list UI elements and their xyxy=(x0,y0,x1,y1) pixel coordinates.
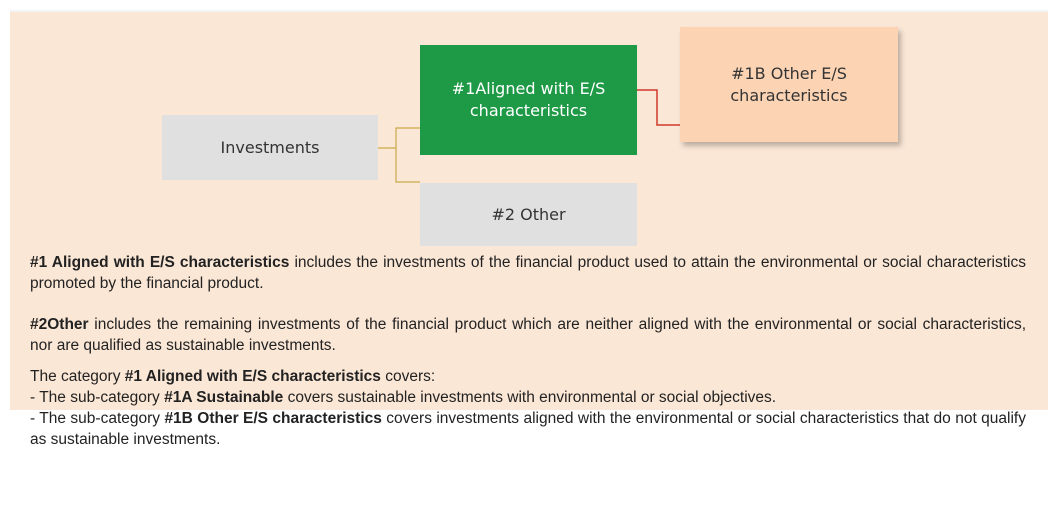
text: includes the remaining investments of th… xyxy=(30,316,1026,354)
node-other: #2 Other xyxy=(420,183,637,246)
paragraph: - The sub-category #1A Sustainable cover… xyxy=(30,387,1026,408)
text-block: #1 Aligned with E/S characteristics incl… xyxy=(30,252,1026,450)
bold-text: #2Other xyxy=(30,316,89,333)
node-aligned: #1Aligned with E/S characteristics xyxy=(420,45,637,155)
connector xyxy=(395,127,420,183)
bold-text: #1B Other E/S characteristics xyxy=(164,410,382,427)
text: covers: xyxy=(380,368,436,385)
connector xyxy=(637,89,680,126)
text: The category xyxy=(30,368,125,385)
paragraph: - The sub-category #1B Other E/S charact… xyxy=(30,408,1026,450)
paragraph: The category #1 Aligned with E/S charact… xyxy=(30,366,1026,387)
text: - The sub-category xyxy=(30,389,165,406)
paragraph: #2Other includes the remaining investmen… xyxy=(30,314,1026,356)
node-other-es: #1B Other E/S characteristics xyxy=(680,27,898,142)
text: covers sustainable investments with envi… xyxy=(283,389,777,406)
paragraph: #1 Aligned with E/S characteristics incl… xyxy=(30,252,1026,294)
text: includes the investments of the financia… xyxy=(30,254,1026,292)
text: - The sub-category xyxy=(30,410,165,427)
bold-text: #1 Aligned with E/S characteristics xyxy=(124,368,381,385)
text: covers investments aligned with the envi… xyxy=(30,410,1026,448)
bold-text: #1A Sustainable xyxy=(164,389,284,406)
node-investments: Investments xyxy=(162,115,378,180)
bold-text: #1 Aligned with E/S characteristics xyxy=(30,254,290,271)
